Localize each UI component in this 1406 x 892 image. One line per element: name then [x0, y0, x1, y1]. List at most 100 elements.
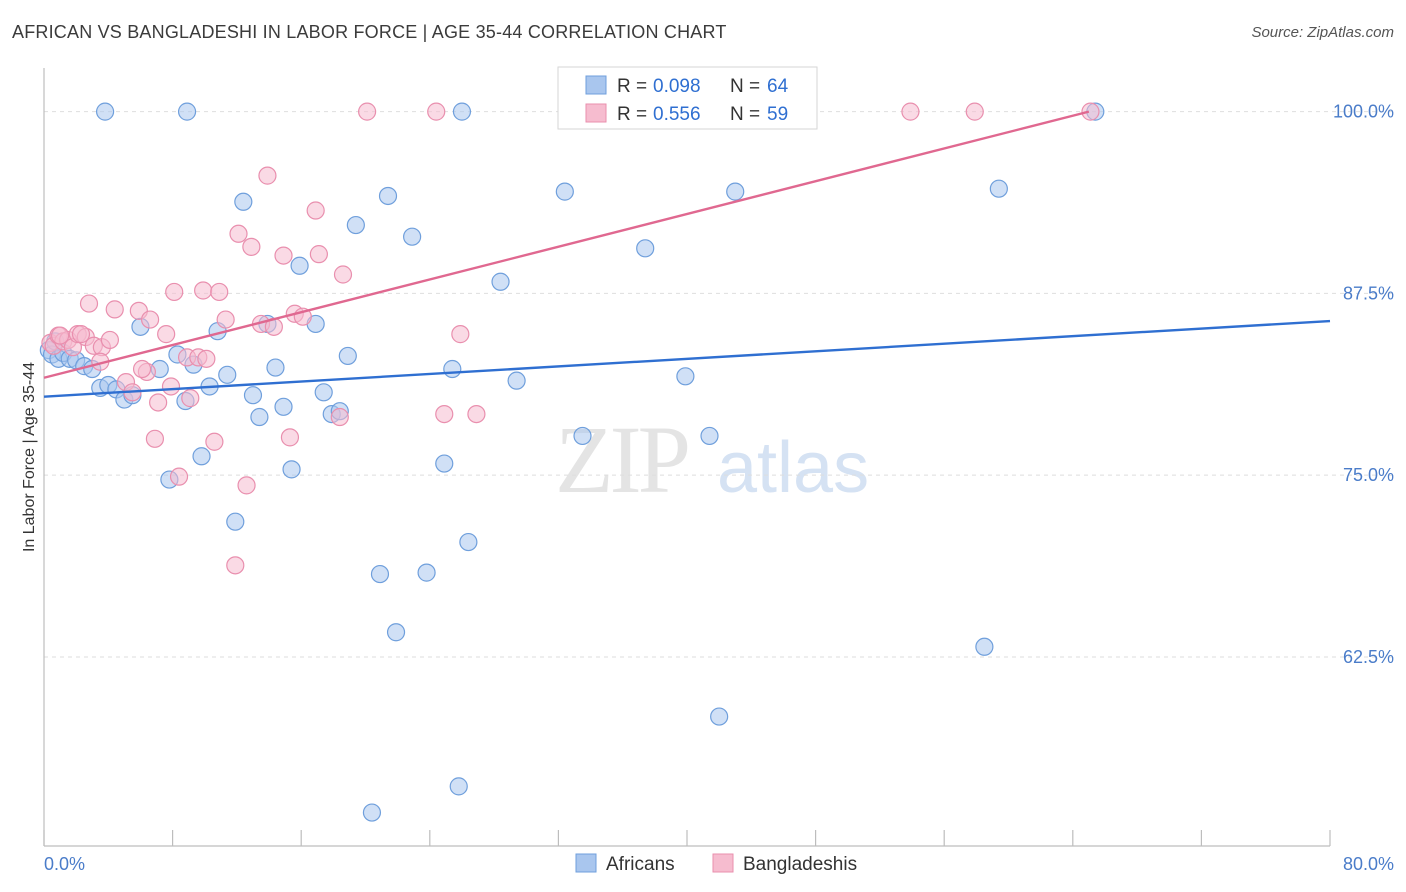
africans-point	[435, 454, 454, 473]
bottom-legend-swatch-bangladeshis	[712, 853, 734, 873]
x-tick-label-max: 80.0%	[1343, 854, 1394, 874]
bangladeshis-point	[237, 476, 256, 495]
bangladeshis-trend-line	[43, 110, 1090, 379]
bangladeshis-point	[901, 102, 920, 121]
bangladeshis-point	[161, 377, 181, 396]
bangladeshis-point	[210, 282, 229, 302]
source-credit: Source: ZipAtlas.com	[1251, 24, 1394, 41]
africans-point	[700, 426, 719, 446]
bangladeshis-point	[165, 282, 184, 302]
africans-point	[226, 512, 245, 531]
legend-r-label-bangladeshis: R =	[617, 104, 647, 125]
africans-point	[95, 102, 115, 121]
x-tick-label-min: 0.0%	[44, 854, 85, 874]
bangladeshis-point	[965, 102, 984, 121]
legend-n-value-africans: 64	[767, 76, 789, 97]
africans-point	[314, 383, 333, 402]
bangladeshis-point	[181, 389, 200, 408]
africans-point	[417, 563, 436, 582]
africans-point	[710, 707, 729, 726]
chart-title: AFRICAN VS BANGLADESHI IN LABOR FORCE | …	[12, 22, 727, 42]
africans-point	[378, 186, 398, 206]
africans-point	[234, 192, 253, 211]
bangladeshis-point	[427, 102, 446, 121]
bangladeshis-point	[330, 407, 349, 427]
bangladeshis-point	[149, 393, 168, 412]
africans-point	[192, 447, 211, 466]
bangladeshis-point	[140, 310, 160, 329]
bangladeshis-point	[79, 294, 99, 313]
bottom-legend-swatch-africans	[575, 853, 597, 873]
bangladeshis-point	[216, 310, 235, 329]
bangladeshis-point	[157, 325, 176, 344]
bangladeshis-point	[280, 428, 300, 447]
legend-r-label-africans: R =	[617, 76, 647, 97]
y-tick-labels: 62.5% 75.0% 87.5% 100.0%	[1333, 102, 1394, 667]
y-tick-label: 87.5%	[1343, 283, 1394, 303]
africans-point	[250, 407, 269, 427]
y-tick-label: 100.0%	[1333, 102, 1394, 122]
bangladeshis-point	[242, 237, 261, 256]
y-tick-label: 75.0%	[1343, 465, 1394, 485]
y-tick-label: 62.5%	[1343, 647, 1394, 667]
bangladeshis-point	[71, 325, 91, 344]
africans-point	[573, 426, 592, 446]
africans-point	[491, 272, 510, 291]
africans-point	[386, 623, 406, 642]
africans-point	[282, 460, 301, 479]
bangladeshis-point	[435, 405, 454, 424]
bangladeshis-point	[358, 102, 377, 121]
africans-trend-line	[43, 319, 1331, 398]
bangladeshis-point	[258, 166, 277, 185]
bangladeshis-point	[50, 326, 70, 345]
africans-point	[177, 102, 197, 121]
bangladeshis-point	[333, 265, 353, 284]
bangladeshis-point	[1081, 102, 1100, 121]
legend-swatch-bangladeshis	[585, 103, 607, 123]
africans-point	[975, 637, 994, 656]
bangladeshis-point	[105, 300, 124, 319]
bottom-legend-label-africans: Africans	[606, 854, 675, 875]
bangladeshis-point	[169, 467, 189, 486]
bangladeshis-point	[205, 432, 224, 451]
africans-point	[403, 227, 422, 246]
correlation-legend: R = 0.098 N = 64 R = 0.556 N = 59	[557, 66, 818, 130]
africans-point	[290, 256, 309, 275]
bangladeshis-point	[306, 201, 325, 220]
watermark-atlas: atlas	[717, 428, 869, 508]
africans-point	[362, 803, 382, 822]
legend-n-label-africans: N =	[730, 76, 760, 97]
africans-point	[243, 386, 263, 405]
africans-point	[443, 359, 462, 379]
africans-point	[636, 239, 655, 258]
bangladeshis-point	[451, 325, 470, 344]
legend-n-value-bangladeshis: 59	[767, 104, 788, 125]
bangladeshis-point	[100, 330, 120, 350]
bangladeshis-point	[145, 429, 165, 448]
legend-r-value-africans: 0.098	[653, 76, 701, 97]
africans-point	[459, 532, 478, 552]
africans-point	[370, 564, 390, 584]
bangladeshis-point	[229, 224, 248, 243]
bangladeshis-point	[467, 405, 486, 424]
bangladeshis-point	[194, 281, 213, 300]
africans-point	[338, 346, 357, 366]
bangladeshis-point	[197, 349, 216, 368]
africans-point	[989, 179, 1008, 198]
africans-point	[507, 371, 526, 390]
africans-point	[449, 777, 468, 796]
bangladeshis-point	[132, 359, 152, 379]
legend-n-label-bangladeshis: N =	[730, 104, 760, 125]
africans-point	[726, 182, 745, 201]
trend-lines	[43, 110, 1331, 398]
africans-point	[676, 367, 695, 386]
africans-point	[266, 358, 285, 377]
bangladeshis-point	[274, 246, 293, 265]
africans-point	[274, 397, 293, 416]
africans-point	[555, 182, 574, 201]
legend-r-value-bangladeshis: 0.556	[653, 104, 701, 125]
y-axis-label: In Labor Force | Age 35-44	[21, 362, 38, 552]
series-legend: Africans Bangladeshis	[575, 853, 857, 875]
bangladeshis-point	[309, 245, 328, 264]
bangladeshis-point	[226, 556, 245, 575]
